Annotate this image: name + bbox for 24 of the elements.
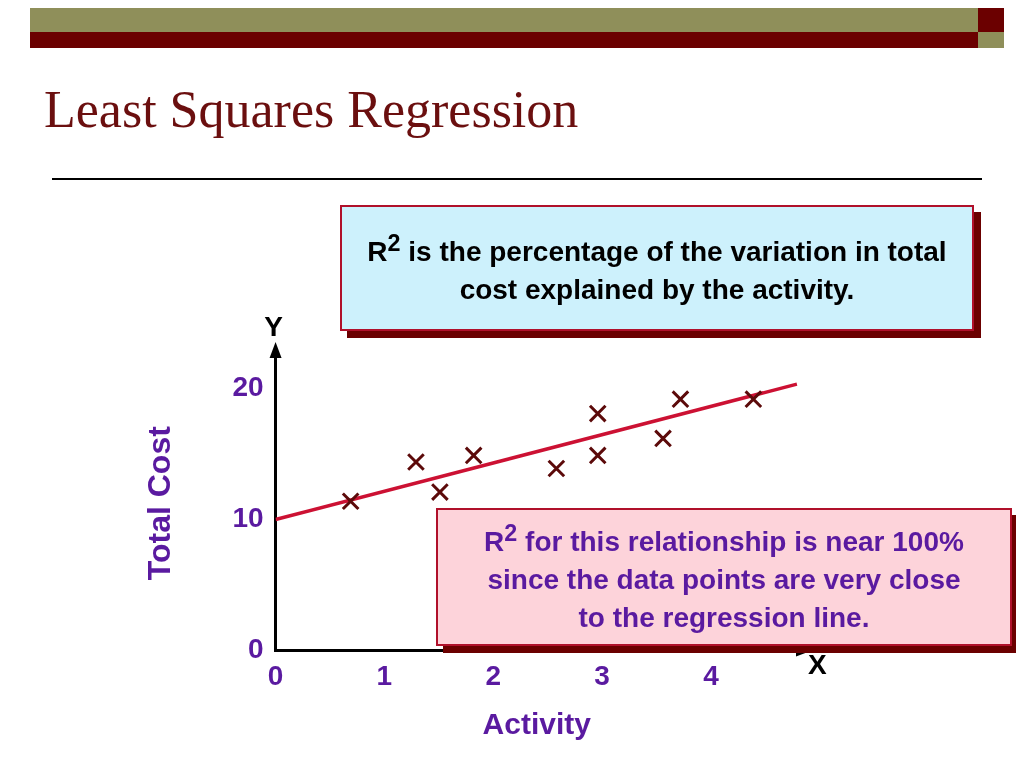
point <box>588 446 607 465</box>
y-tick-label: 20 <box>232 371 264 403</box>
point <box>464 446 483 465</box>
x-tick-label: 1 <box>376 659 393 691</box>
point <box>406 452 426 472</box>
point <box>588 404 607 423</box>
point <box>744 389 763 409</box>
x-axis-title: Activity <box>482 707 592 741</box>
text: X <box>808 649 827 681</box>
point <box>671 389 690 409</box>
point <box>341 491 360 511</box>
x-tick-label: 4 <box>703 659 720 691</box>
x-tick-label: 2 <box>485 659 502 691</box>
text: Y <box>264 310 284 342</box>
x-tick-label: 0 <box>267 659 284 691</box>
point <box>653 429 673 448</box>
annotation: R$^{2}$ for this relationship is near 100% since the data points are very close to the regression line. <box>483 518 965 635</box>
chart-title: Least Squares Regression <box>44 80 579 139</box>
y-tick-label: 10 <box>232 502 264 534</box>
point <box>547 459 566 478</box>
point <box>430 482 450 502</box>
y-axis-title: Total Cost <box>141 425 178 581</box>
y-tick-label: 0 <box>247 633 264 665</box>
x-tick-label: 3 <box>594 659 610 691</box>
